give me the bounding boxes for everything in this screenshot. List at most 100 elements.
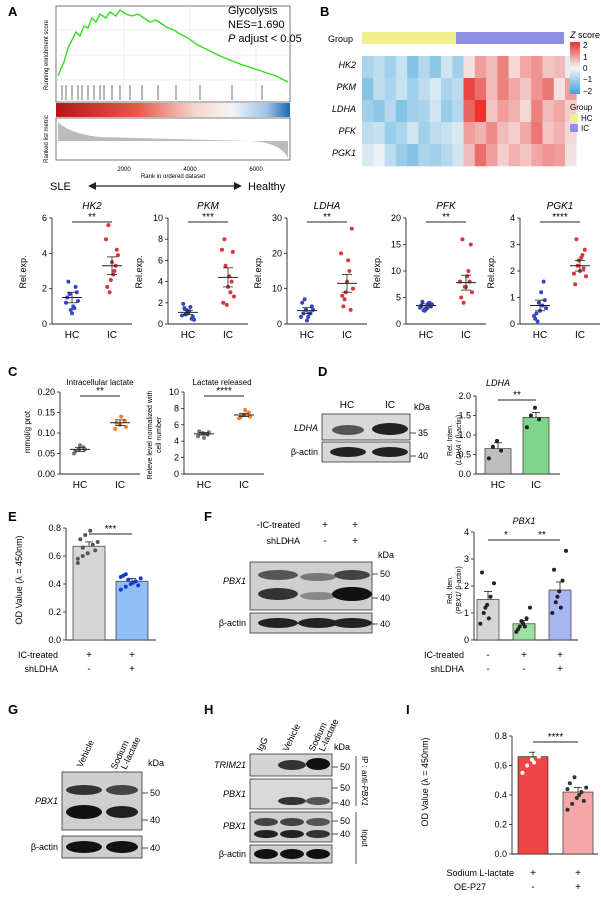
panel-d-letter: D [318, 364, 327, 379]
g-marker-40: 40 [150, 815, 160, 825]
f-kda: kDa [378, 550, 394, 560]
zscore-rest: score [576, 30, 601, 40]
f-blot-pbx1 [249, 561, 373, 611]
h-band-pbx1-in-1b [254, 830, 278, 838]
data-point-ic [470, 290, 474, 295]
gene-hit-ticks [61, 85, 263, 100]
heatmap-cell [463, 78, 476, 101]
heatmap-cell [463, 56, 476, 79]
heatmap-cell [531, 100, 543, 123]
dot-plot-ylabel: Rel.exp. [253, 255, 263, 288]
heatmap-cell [497, 56, 509, 79]
heatmap-cell [508, 144, 521, 167]
data-point [78, 537, 83, 542]
panel-i-letter: I [406, 702, 410, 717]
heatmap-cell [362, 122, 374, 145]
h-marker-50b: 50 [340, 783, 350, 793]
data-point-ic [107, 290, 112, 295]
data-point-ic [229, 279, 234, 284]
heatmap-cell [497, 78, 509, 101]
heatmap-cell [474, 100, 487, 123]
d-marker-40: 40 [418, 451, 428, 461]
data-point [75, 561, 80, 565]
h-band-actin-2 [280, 849, 304, 859]
heatmap-cell [373, 56, 385, 79]
g-blot-label-pbx1: PBX1 [35, 796, 58, 806]
heatmap-cell [429, 56, 442, 79]
c-plot1-title: Intracellular lactate [66, 378, 134, 387]
data-point [88, 528, 93, 533]
f-row1-val1: - [256, 520, 259, 531]
data-point-ic [232, 294, 236, 299]
heatmap-cell [486, 144, 498, 167]
heatmap-cell [463, 144, 476, 167]
dot-plot-gene-title: LDHA [314, 201, 341, 212]
zscore-title: Z score [569, 30, 600, 40]
data-point-ic [122, 418, 127, 423]
g-band-lower-2 [106, 806, 138, 818]
bar [484, 448, 512, 475]
y-tick-label: 2 [464, 581, 469, 591]
heatmap-gene-hk2: HK2 [338, 60, 356, 70]
lactate-plots: 0.00 0.05 0.10 0.15 0.20 ** HC IC 0 2 4 6 8 10 **** HC I… [37, 386, 264, 491]
y-tick-label: 0 [277, 319, 282, 329]
d-band-ldha-ic [372, 423, 408, 435]
data-point-hc [535, 319, 540, 324]
data-point [539, 748, 544, 753]
heatmap-cell [407, 56, 419, 79]
d-bar-ylabel-2: (LDHA / β-actin) [456, 415, 463, 465]
y-tick-label: 10 [169, 387, 179, 397]
h-band-actin-3 [306, 849, 330, 859]
i-row1-val2: + [575, 868, 581, 879]
h-band-trim21-3 [306, 758, 330, 770]
group-label-ic: IC [461, 330, 471, 341]
rank-color-bar [56, 103, 290, 117]
data-point-hc [206, 430, 211, 435]
e-ylabel: OD Value (λ = 450nm) [14, 535, 24, 624]
f-row1-val3: + [352, 520, 358, 531]
data-point [519, 619, 524, 624]
data-point-hc [192, 317, 196, 322]
h-blot-label-trim21: TRIM21 [214, 760, 246, 770]
data-point-ic [106, 223, 111, 228]
f-blot-label-actin: β-actin [219, 618, 246, 628]
heatmap-cell [565, 122, 577, 145]
significance-stars: * [504, 530, 508, 541]
data-point [85, 551, 90, 556]
g-blot-pbx1 [61, 771, 143, 831]
d-band-ldha-hc [332, 425, 364, 435]
data-point [574, 795, 579, 800]
f-row2-label: shLDHA [266, 536, 300, 546]
d-lane-ic: IC [385, 400, 395, 411]
d-bar-group-hc: HC [491, 480, 505, 491]
heatmap-cell [565, 100, 577, 123]
data-point [123, 584, 128, 589]
data-point [524, 616, 529, 621]
heatmap-cell [508, 78, 521, 101]
data-point-ic [351, 286, 355, 291]
data-point-hc [67, 291, 72, 296]
heatmap-cell [395, 144, 408, 167]
f-bar-row1-label: IC-treated [424, 650, 464, 660]
panel-f: F IC-treated shLDHA - + + - - + kDa PBX1… [204, 509, 578, 675]
significance-stars: ** [442, 212, 450, 223]
heatmap-cell [508, 122, 521, 145]
h-lane-igg: IgG [255, 735, 270, 752]
g-lane-vehicle: Vehicle [75, 738, 96, 769]
legend-ic-label: IC [581, 124, 589, 133]
data-point-hc [202, 435, 206, 440]
data-point [557, 589, 562, 594]
d-bar-ylabel-2b: LDHA [456, 444, 463, 463]
y-tick-label: 0.8 [494, 731, 507, 741]
significance-stars: **** [548, 732, 564, 743]
y-tick-label: 2 [510, 266, 515, 276]
data-point [558, 605, 563, 610]
ranked-metric-area [58, 122, 288, 158]
h-band-pbx1-in-3b [306, 830, 330, 838]
group-label-ic: IC [223, 330, 233, 341]
d-band-actin-ic [372, 447, 408, 457]
data-point [536, 754, 541, 759]
data-point-ic [116, 253, 120, 258]
y-tick-label: 6 [174, 420, 179, 430]
